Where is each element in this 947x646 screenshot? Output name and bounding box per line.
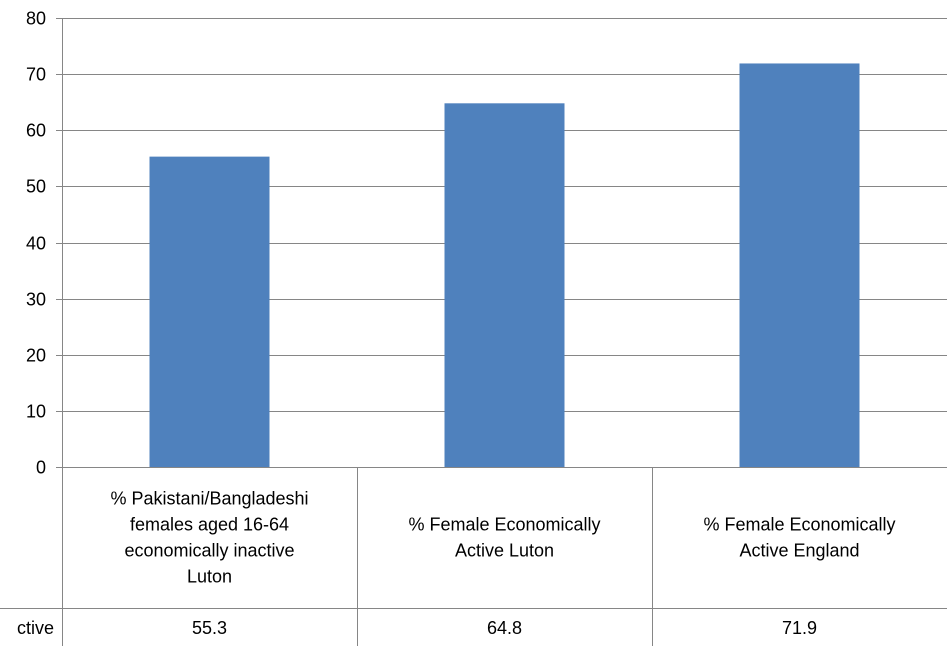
data-table: % Pakistani/Bangladeshi females aged 16-6… bbox=[0, 467, 947, 646]
bar bbox=[444, 103, 565, 467]
bar bbox=[149, 156, 270, 467]
y-axis-ticks: 0 10 20 30 40 50 60 70 80 bbox=[26, 9, 62, 478]
y-tick-label: 30 bbox=[26, 290, 46, 310]
y-tick-label: 60 bbox=[26, 121, 46, 141]
category-label: % Female Economically Active Luton bbox=[408, 515, 600, 561]
data-value-label: 71.9 bbox=[782, 618, 817, 638]
y-tick-label: 70 bbox=[26, 65, 46, 85]
y-tick-label: 80 bbox=[26, 9, 46, 29]
series-name-label: ctive bbox=[17, 618, 54, 638]
category-label-line: economically inactive bbox=[124, 541, 294, 561]
y-tick-label: 40 bbox=[26, 234, 46, 254]
category-label-line: % Pakistani/Bangladeshi bbox=[110, 489, 308, 509]
category-label-line: % Female Economically bbox=[703, 515, 895, 535]
y-tick-label: 10 bbox=[26, 402, 46, 422]
bar bbox=[739, 63, 860, 468]
category-label-line: females aged 16-64 bbox=[130, 515, 289, 535]
data-value-label: 64.8 bbox=[487, 618, 522, 638]
y-tick-label: 20 bbox=[26, 346, 46, 366]
category-label: % Pakistani/Bangladeshi females aged 16-6… bbox=[110, 489, 308, 587]
category-label-line: Luton bbox=[187, 567, 232, 587]
category-label-line: Active Luton bbox=[455, 541, 554, 561]
axes bbox=[62, 18, 947, 646]
y-tick-label: 50 bbox=[26, 177, 46, 197]
category-label-line: Active England bbox=[739, 541, 859, 561]
y-tick-label: 0 bbox=[36, 458, 46, 478]
data-value-label: 55.3 bbox=[192, 618, 227, 638]
bars bbox=[149, 63, 860, 468]
category-label-line: % Female Economically bbox=[408, 515, 600, 535]
category-label: % Female Economically Active England bbox=[703, 515, 895, 561]
